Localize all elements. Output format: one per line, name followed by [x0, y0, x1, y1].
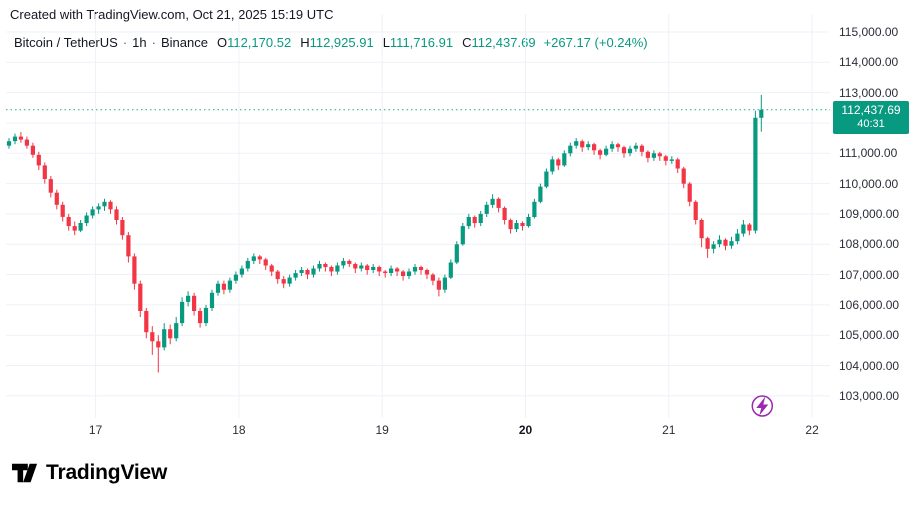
open-label: O [216, 35, 228, 50]
price-axis-label: 108,000.00 [839, 237, 900, 252]
high-value: 112,925.91 [309, 35, 374, 50]
price-axis-label: 114,000.00 [839, 55, 899, 70]
time-axis[interactable]: 17 18 19 20 21 22 [0, 423, 836, 443]
time-axis-label: 18 [232, 423, 246, 437]
current-price-value: 112,437.69 [841, 102, 901, 117]
tradingview-logo[interactable]: TradingView [12, 461, 167, 485]
exchange-label: Binance [160, 35, 208, 50]
attribution-text: Created with TradingView.com, Oct 21, 20… [10, 7, 334, 22]
price-axis-label: 106,000.00 [839, 297, 900, 312]
symbol-title[interactable]: Bitcoin / TetherUS [14, 35, 118, 50]
price-axis-label: 107,000.00 [839, 267, 900, 282]
price-axis-label: 103,000.00 [839, 388, 900, 403]
tradingview-logo-text: TradingView [46, 461, 168, 484]
candle-countdown: 40:31 [857, 117, 885, 130]
change-value: +267.17 (+0.24%) [543, 35, 648, 50]
close-value: 112,437.69 [471, 35, 536, 50]
price-axis[interactable]: 115,000.00114,000.00113,000.00112,000.00… [836, 0, 918, 420]
ohlc-high: H112,925.91 [300, 35, 374, 50]
price-axis-label: 109,000.00 [839, 206, 900, 221]
time-axis-label: 19 [375, 423, 389, 437]
separator-dot: · [122, 35, 128, 50]
current-price-badge: 112,437.69 40:31 [833, 100, 909, 134]
ohlc-open: O112,170.52 [217, 35, 291, 50]
interval-label[interactable]: 1h [132, 35, 147, 50]
high-label: H [300, 35, 310, 50]
low-value: 111,716.91 [389, 35, 454, 50]
tradingview-logo-icon [12, 463, 38, 483]
candles-layer [6, 94, 764, 373]
separator-dot: · [151, 35, 156, 50]
time-axis-label: 20 [518, 423, 533, 437]
ohlc-close: C112,437.69 [462, 35, 536, 50]
open-value: 112,170.52 [227, 35, 292, 50]
close-label: C [462, 35, 472, 50]
price-axis-label: 113,000.00 [839, 85, 899, 100]
time-axis-label: 22 [805, 423, 819, 437]
chart-legend: Bitcoin / TetherUS · 1h · Binance O112,1… [14, 35, 648, 50]
time-axis-label: 17 [88, 423, 103, 437]
ohlc-low: L111,716.91 [383, 35, 453, 50]
lightning-marker-icon[interactable] [751, 395, 774, 417]
price-axis-label: 111,000.00 [839, 146, 898, 161]
price-axis-label: 115,000.00 [839, 25, 899, 39]
low-label: L [382, 35, 390, 50]
price-axis-label: 110,000.00 [839, 176, 899, 191]
price-axis-label: 105,000.00 [839, 328, 900, 343]
time-axis-label: 21 [662, 423, 676, 437]
price-axis-label: 104,000.00 [839, 358, 900, 373]
